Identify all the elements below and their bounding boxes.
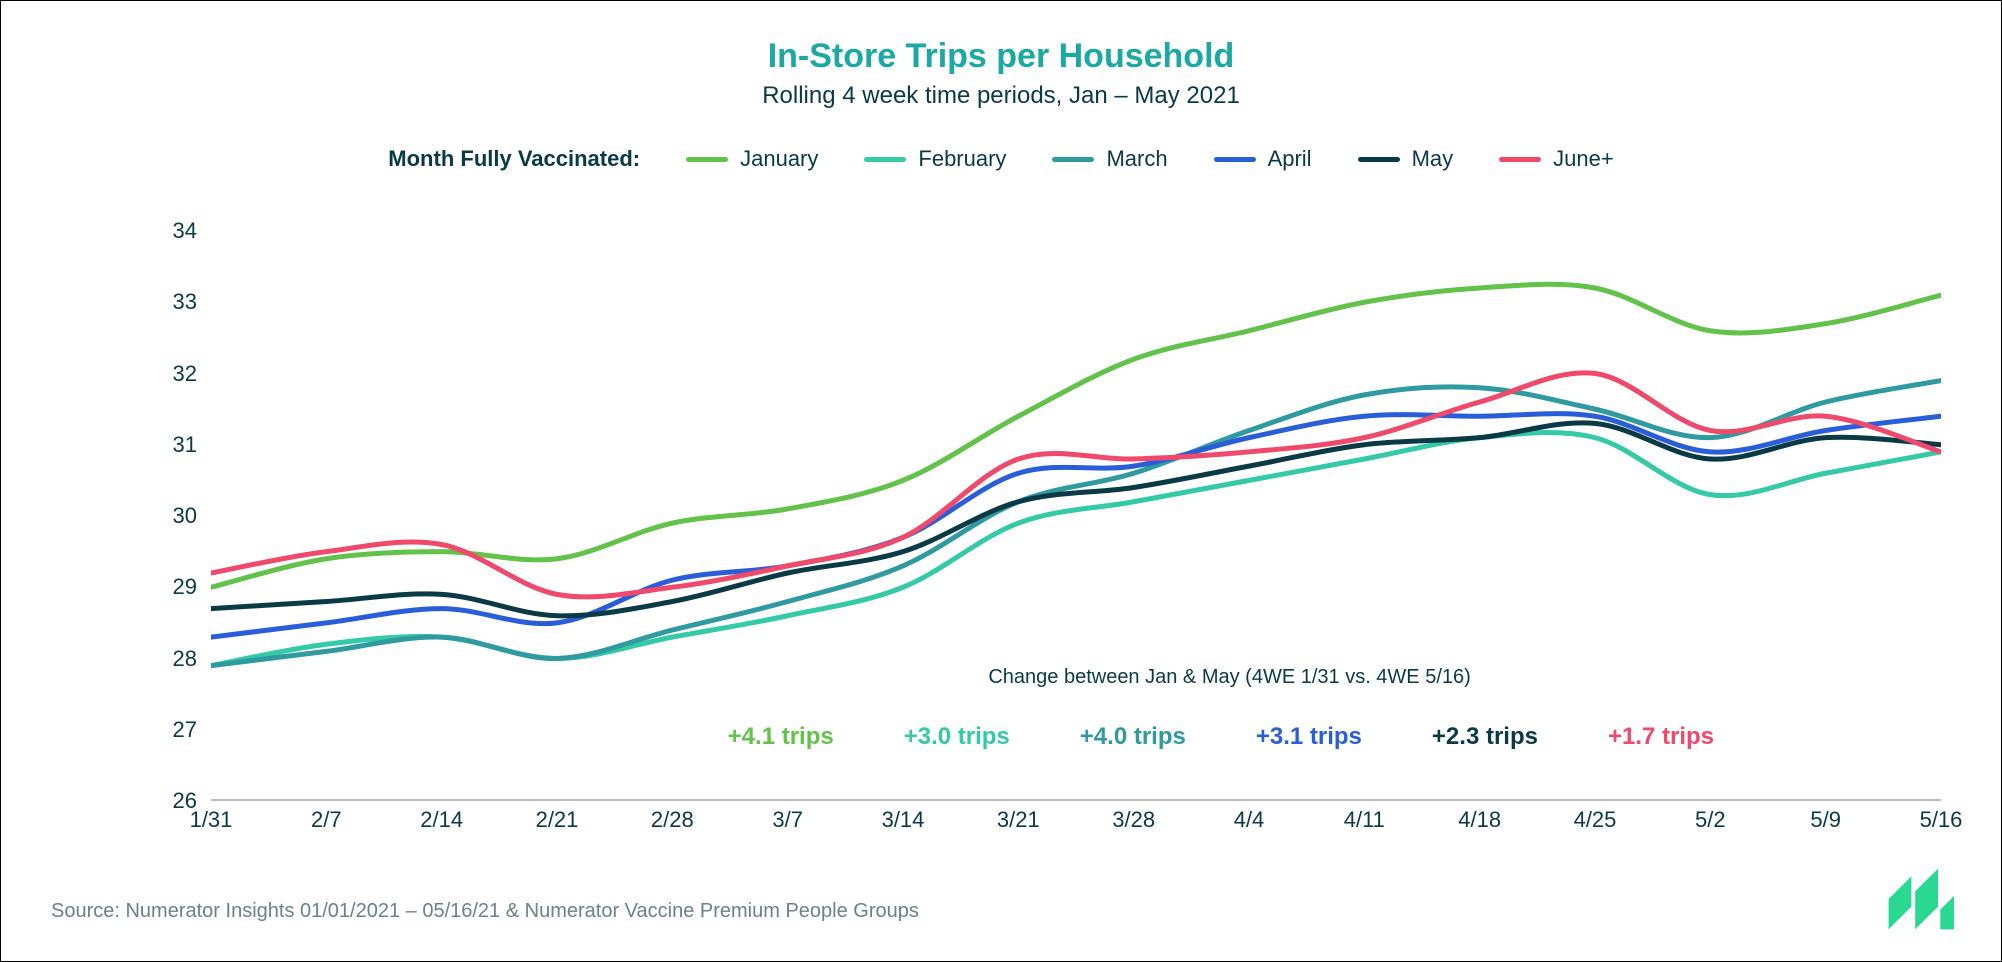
x-tick-label: 2/7 [311, 807, 342, 833]
numerator-logo-icon [1881, 861, 1957, 937]
y-tick-label: 28 [173, 646, 197, 672]
legend-item-label: February [918, 146, 1006, 172]
legend-swatch-icon [1052, 157, 1094, 162]
legend-swatch-icon [686, 157, 728, 162]
series-line-april [211, 414, 1941, 638]
x-tick-label: 5/9 [1810, 807, 1841, 833]
x-tick-label: 3/14 [882, 807, 925, 833]
delta-january: +4.1 trips [728, 723, 834, 751]
chart-container: In-Store Trips per Household Rolling 4 w… [41, 31, 1961, 931]
y-axis: 262728293031323334 [151, 231, 211, 801]
chart-title: In-Store Trips per Household [41, 37, 1961, 76]
x-tick-label: 1/31 [190, 807, 233, 833]
x-tick-label: 4/25 [1574, 807, 1617, 833]
plot-area: 262728293031323334 1/312/72/142/212/283/… [151, 231, 1941, 801]
legend-swatch-icon [1358, 157, 1400, 162]
delta-march: +4.0 trips [1080, 723, 1186, 751]
delta-june: +1.7 trips [1608, 723, 1714, 751]
chart-subtitle: Rolling 4 week time periods, Jan – May 2… [41, 82, 1961, 110]
x-tick-label: 2/28 [651, 807, 694, 833]
legend-item-february: February [864, 146, 1006, 172]
x-tick-label: 4/4 [1234, 807, 1265, 833]
x-tick-label: 2/21 [536, 807, 579, 833]
x-tick-label: 2/14 [420, 807, 463, 833]
line-chart-svg [211, 231, 1941, 801]
x-tick-label: 3/21 [997, 807, 1040, 833]
change-caption: Change between Jan & May (4WE 1/31 vs. 4… [988, 666, 1470, 689]
delta-row: +4.1 trips +3.0 trips +4.0 trips +3.1 trips… [728, 723, 1941, 751]
x-tick-label: 4/18 [1458, 807, 1501, 833]
legend-swatch-icon [864, 157, 906, 162]
x-axis: 1/312/72/142/212/283/73/143/213/284/44/1… [211, 801, 1941, 841]
legend-item-april: April [1214, 146, 1312, 172]
y-tick-label: 29 [173, 574, 197, 600]
y-tick-label: 30 [173, 503, 197, 529]
y-tick-label: 33 [173, 289, 197, 315]
y-tick-label: 34 [173, 218, 197, 244]
x-tick-label: 3/28 [1112, 807, 1155, 833]
x-tick-label: 3/7 [772, 807, 803, 833]
y-tick-label: 27 [173, 717, 197, 743]
legend-item-march: March [1052, 146, 1167, 172]
legend-item-label: May [1412, 146, 1454, 172]
x-tick-label: 5/16 [1920, 807, 1963, 833]
legend-item-may: May [1358, 146, 1454, 172]
legend-swatch-icon [1499, 157, 1541, 162]
delta-may: +2.3 trips [1432, 723, 1538, 751]
legend-item-label: January [740, 146, 818, 172]
delta-february: +3.0 trips [904, 723, 1010, 751]
legend-heading: Month Fully Vaccinated: [388, 146, 640, 172]
legend-item-label: April [1268, 146, 1312, 172]
series-line-may [211, 423, 1941, 616]
series-line-march [211, 381, 1941, 666]
legend: Month Fully Vaccinated: January February M… [41, 146, 1961, 172]
legend-item-label: March [1106, 146, 1167, 172]
legend-swatch-icon [1214, 157, 1256, 162]
y-tick-label: 32 [173, 361, 197, 387]
legend-item-label: June+ [1553, 146, 1614, 172]
y-tick-label: 31 [173, 432, 197, 458]
x-tick-label: 4/11 [1344, 807, 1385, 833]
delta-april: +3.1 trips [1256, 723, 1362, 751]
legend-item-january: January [686, 146, 818, 172]
x-tick-label: 5/2 [1695, 807, 1726, 833]
legend-item-june: June+ [1499, 146, 1614, 172]
source-footnote: Source: Numerator Insights 01/01/2021 – … [51, 900, 919, 923]
